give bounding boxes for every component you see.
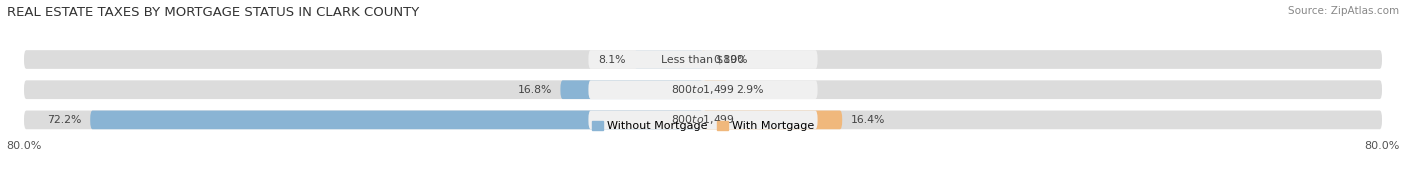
- Text: Less than $800: Less than $800: [661, 55, 745, 65]
- FancyBboxPatch shape: [634, 50, 703, 69]
- Text: Source: ZipAtlas.com: Source: ZipAtlas.com: [1288, 6, 1399, 16]
- FancyBboxPatch shape: [702, 50, 706, 69]
- Text: $800 to $1,499: $800 to $1,499: [671, 113, 735, 126]
- FancyBboxPatch shape: [589, 80, 817, 99]
- Text: 72.2%: 72.2%: [48, 115, 82, 125]
- FancyBboxPatch shape: [90, 111, 703, 129]
- FancyBboxPatch shape: [589, 50, 817, 69]
- FancyBboxPatch shape: [24, 80, 1382, 99]
- Text: 0.19%: 0.19%: [713, 55, 748, 65]
- Text: 16.8%: 16.8%: [517, 85, 553, 95]
- FancyBboxPatch shape: [561, 80, 703, 99]
- FancyBboxPatch shape: [703, 80, 728, 99]
- Text: 16.4%: 16.4%: [851, 115, 884, 125]
- Text: 8.1%: 8.1%: [599, 55, 626, 65]
- Legend: Without Mortgage, With Mortgage: Without Mortgage, With Mortgage: [588, 117, 818, 136]
- FancyBboxPatch shape: [24, 50, 1382, 69]
- Text: $800 to $1,499: $800 to $1,499: [671, 83, 735, 96]
- Text: REAL ESTATE TAXES BY MORTGAGE STATUS IN CLARK COUNTY: REAL ESTATE TAXES BY MORTGAGE STATUS IN …: [7, 6, 419, 19]
- Text: 2.9%: 2.9%: [737, 85, 763, 95]
- FancyBboxPatch shape: [24, 111, 1382, 129]
- FancyBboxPatch shape: [703, 111, 842, 129]
- FancyBboxPatch shape: [589, 111, 817, 129]
